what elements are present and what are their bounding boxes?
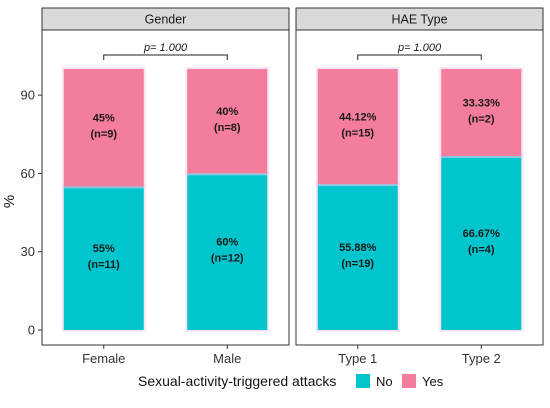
y-axis-title: % xyxy=(1,195,18,208)
bar-no-type-1 xyxy=(317,184,398,330)
data-label-line: 55.88% xyxy=(339,242,377,254)
bar-yes-type-2 xyxy=(441,69,522,156)
legend-title: Sexual-activity-triggered attacks xyxy=(138,373,336,389)
bar-yes-male xyxy=(187,69,268,174)
data-label-yes-male: 40% (n=8) xyxy=(214,106,241,134)
significance-bracket xyxy=(357,54,482,60)
x-tick-label-type-2: Type 2 xyxy=(462,351,501,366)
data-label-line: (n=2) xyxy=(468,113,495,125)
bar-no-type-2 xyxy=(441,155,522,330)
data-label-line: (n=15) xyxy=(341,128,374,140)
bar-no-female xyxy=(63,186,144,330)
legend-label-no: No xyxy=(376,374,393,389)
legend-label-yes: Yes xyxy=(422,374,444,389)
data-label-no-female: 55% (n=11) xyxy=(88,243,120,271)
data-label-line: 60% xyxy=(216,237,238,249)
panel-strip-label: Gender xyxy=(145,13,187,27)
bar-yes-female xyxy=(63,69,144,187)
data-label-no-type-1: 55.88% (n=19) xyxy=(339,242,377,270)
data-label-line: 55% xyxy=(93,243,115,255)
data-label-line: (n=12) xyxy=(211,253,244,265)
legend-swatch-yes xyxy=(402,374,416,388)
panel-border xyxy=(295,29,544,346)
legend-swatch-no xyxy=(356,374,370,388)
x-tick-label-female: Female xyxy=(82,351,125,366)
data-label-line: (n=4) xyxy=(468,244,495,256)
p-value-label: p= 1.000 xyxy=(143,42,188,54)
data-label-line: 45% xyxy=(93,113,115,125)
data-label-line: 66.67% xyxy=(463,228,501,240)
data-label-no-male: 60% (n=12) xyxy=(211,237,244,265)
bar-yes-type-1 xyxy=(317,69,398,185)
data-label-yes-type-2: 33.33% (n=2) xyxy=(463,97,501,125)
data-label-line: (n=9) xyxy=(90,129,117,141)
data-label-line: 33.33% xyxy=(463,97,501,109)
data-label-line: (n=8) xyxy=(214,122,241,134)
data-label-yes-female: 45% (n=9) xyxy=(90,113,117,141)
y-tick-label: 0 xyxy=(28,323,35,338)
x-tick-label-male: Male xyxy=(213,351,241,366)
panel-border xyxy=(41,29,290,346)
data-label-no-type-2: 66.67% (n=4) xyxy=(463,228,501,256)
significance-bracket xyxy=(103,54,228,60)
y-tick-label: 60 xyxy=(21,166,35,181)
x-tick-label-type-1: Type 1 xyxy=(338,351,377,366)
data-label-line: 40% xyxy=(216,106,238,118)
data-label-yes-type-1: 44.12% (n=15) xyxy=(339,112,377,140)
data-label-line: (n=11) xyxy=(88,259,120,271)
y-tick-label: 30 xyxy=(21,244,35,259)
p-value-label: p= 1.000 xyxy=(397,42,442,54)
data-label-line: 44.12% xyxy=(339,112,377,124)
data-label-line: (n=19) xyxy=(341,258,374,270)
bar-no-male xyxy=(187,173,268,330)
y-tick-label: 90 xyxy=(21,88,35,103)
panel-strip-label: HAE Type xyxy=(391,13,447,27)
